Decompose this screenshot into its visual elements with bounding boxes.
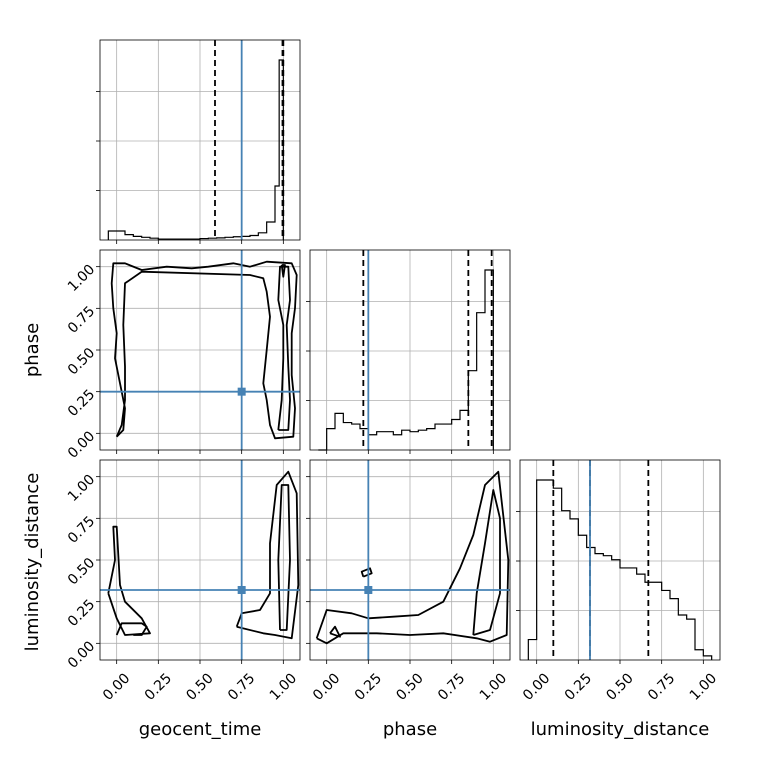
- y-tick-label-luminosity_distance-2: 0.50: [65, 555, 98, 588]
- y-tick-label-phase-1: 0.25: [65, 387, 98, 420]
- x-tick-label-luminosity_distance-1: 0.25: [562, 670, 595, 703]
- panel-frame-0-0: [99, 39, 301, 241]
- panel-frame-2-2: [519, 459, 721, 661]
- x-axis-label-phase: phase: [383, 719, 437, 740]
- x-tick-label-geocent_time-3: 0.75: [225, 670, 258, 703]
- x-tick-label-luminosity_distance-2: 0.50: [603, 670, 636, 703]
- contour-geocent_time-luminosity_distance-2: [235, 470, 300, 640]
- x-tick-label-luminosity_distance-3: 0.75: [645, 670, 678, 703]
- y-tick-label-luminosity_distance-4: 1.00: [65, 472, 98, 505]
- x-tick-label-geocent_time-4: 1.00: [267, 670, 300, 703]
- truth-marker-geocent_time-luminosity_distance: [237, 586, 246, 594]
- x-tick-label-luminosity_distance-0: 0.00: [520, 670, 553, 703]
- contour-phase-luminosity_distance-1: [329, 625, 341, 638]
- y-tick-label-luminosity_distance-1: 0.25: [65, 597, 98, 630]
- x-tick-label-phase-1: 0.25: [352, 670, 385, 703]
- y-tick-label-luminosity_distance-0: 0.00: [65, 638, 98, 671]
- y-tick-label-phase-2: 0.50: [65, 345, 98, 378]
- y-tick-label-phase-4: 1.00: [65, 262, 98, 295]
- panel-frame-1-0: [99, 249, 301, 451]
- x-tick-label-geocent_time-0: 0.00: [100, 670, 133, 703]
- x-tick-label-geocent_time-2: 0.50: [183, 670, 216, 703]
- x-tick-label-geocent_time-1: 0.25: [142, 670, 175, 703]
- x-tick-label-phase-0: 0.00: [310, 670, 343, 703]
- histogram-luminosity_distance: [527, 479, 713, 660]
- panel-frame-2-0: [99, 459, 301, 661]
- contour-geocent_time-luminosity_distance-1: [107, 525, 151, 636]
- contour-geocent_time-phase-0: [110, 260, 298, 440]
- x-axis-label-luminosity-distance: luminosity_distance: [531, 719, 710, 740]
- x-tick-label-phase-4: 1.00: [477, 670, 510, 703]
- contour-geocent_time-phase-2: [280, 264, 286, 278]
- truth-marker-phase-luminosity_distance: [364, 586, 373, 594]
- contour-phase-luminosity_distance-0: [315, 470, 510, 645]
- y-tick-label-luminosity_distance-3: 0.75: [65, 513, 98, 546]
- contour-geocent_time-phase-1: [277, 265, 291, 431]
- x-tick-label-phase-2: 0.50: [393, 670, 426, 703]
- histogram-phase: [318, 269, 494, 451]
- y-axis-label-luminosity-distance: luminosity_distance: [22, 473, 43, 652]
- y-axis-label-phase: phase: [22, 323, 43, 377]
- panel-frame-2-1: [309, 459, 511, 661]
- contour-phase-luminosity_distance-2: [472, 489, 501, 636]
- y-tick-label-phase-3: 0.75: [65, 303, 98, 336]
- histogram-geocent_time: [107, 59, 284, 240]
- truth-marker-geocent_time-phase: [237, 387, 246, 396]
- contour-geocent_time-luminosity_distance-3: [277, 484, 291, 631]
- panel-frame-1-1: [309, 249, 511, 451]
- y-tick-label-phase-0: 0.00: [65, 428, 98, 461]
- x-axis-label-geocent-time: geocent_time: [139, 719, 262, 740]
- x-tick-label-phase-3: 0.75: [435, 670, 468, 703]
- x-tick-label-luminosity_distance-4: 1.00: [687, 670, 720, 703]
